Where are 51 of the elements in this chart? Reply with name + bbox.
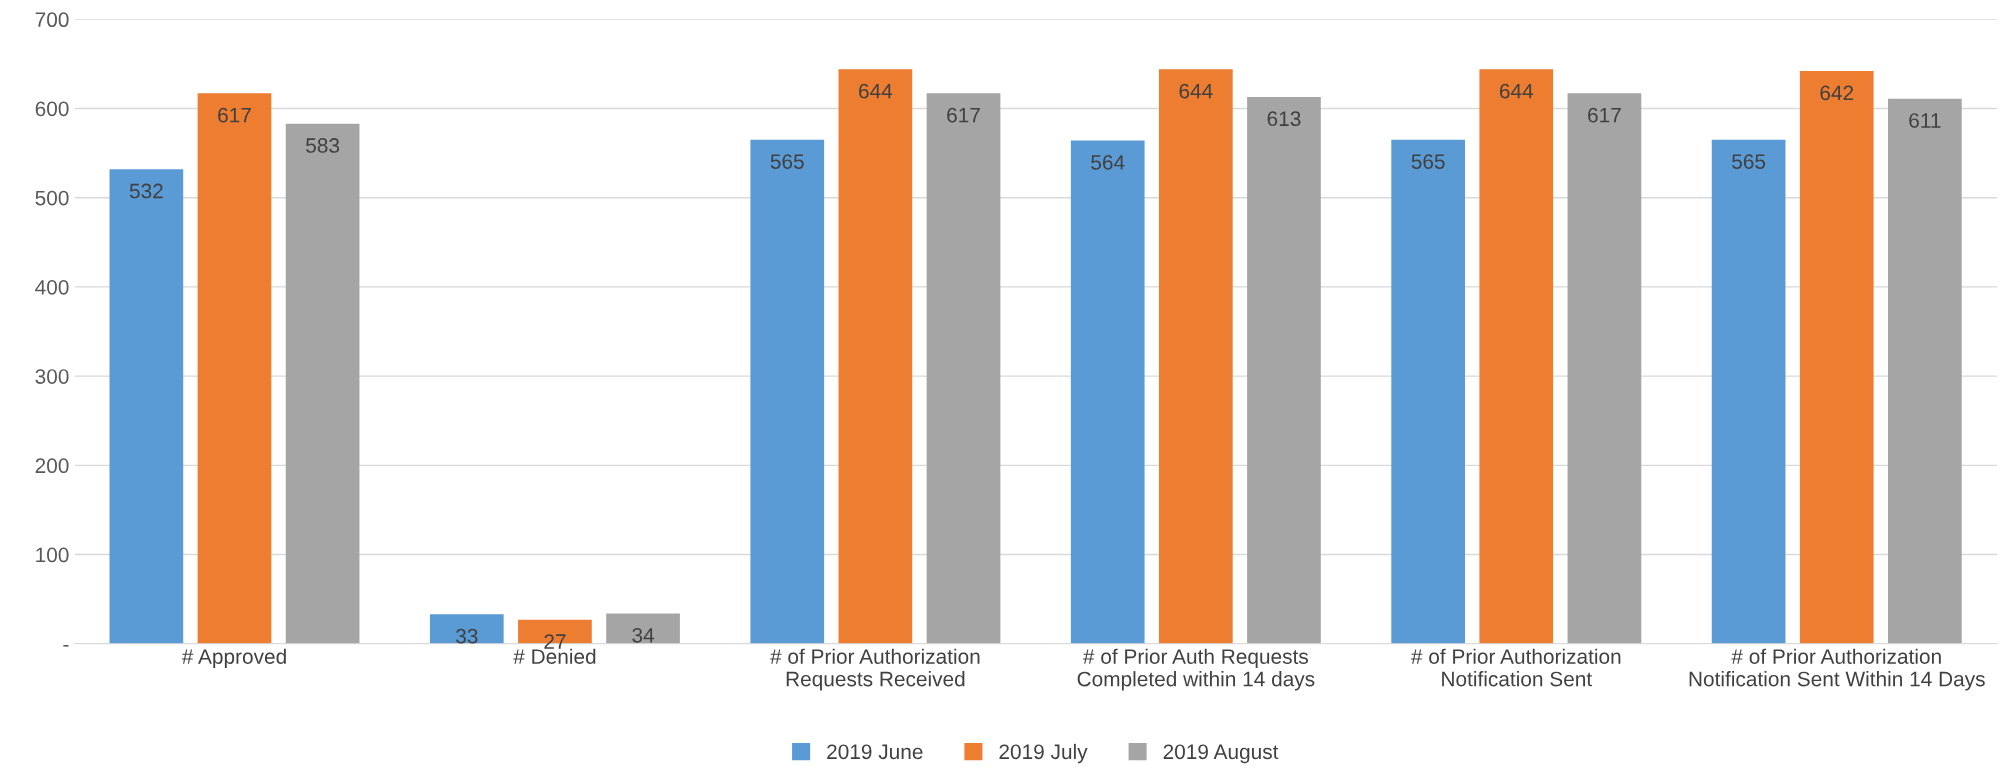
bar xyxy=(1567,93,1642,644)
bar xyxy=(838,69,913,644)
y-tick-label: 100 xyxy=(36,547,69,563)
y-tick-label: 500 xyxy=(35,190,69,206)
data-label: 34 xyxy=(632,627,655,643)
data-label: 617 xyxy=(218,107,251,123)
bar xyxy=(1158,69,1233,644)
bar xyxy=(1391,139,1466,644)
y-tick-label: 200 xyxy=(35,458,69,474)
bar xyxy=(1479,69,1554,644)
y-tick-label: 400 xyxy=(35,279,69,295)
bar xyxy=(285,123,360,644)
y-tick-label: 300 xyxy=(35,369,69,384)
bar xyxy=(926,93,1001,644)
x-tick-label: # Denied xyxy=(513,648,596,664)
data-label: 611 xyxy=(1909,113,1941,128)
data-label: 565 xyxy=(770,154,804,169)
y-tick-label: 600 xyxy=(35,101,69,117)
bar xyxy=(1888,98,1962,644)
data-label: 617 xyxy=(1588,107,1621,123)
bar xyxy=(1070,140,1145,644)
legend-label: 2019 August xyxy=(1163,744,1279,764)
data-label: 644 xyxy=(859,83,893,99)
data-label: 564 xyxy=(1091,155,1125,170)
data-label: 642 xyxy=(1820,85,1854,101)
x-tick-label: # of Prior Authorization Notification Sent xyxy=(1411,648,1621,687)
x-tick-label: # of Prior Auth Requests Completed within 14 days xyxy=(1077,648,1315,691)
legend-label: 2019 July xyxy=(999,743,1088,764)
data-label: 583 xyxy=(306,138,340,153)
data-label: 565 xyxy=(1411,154,1445,169)
bar xyxy=(109,169,184,644)
data-label: 644 xyxy=(1179,83,1213,99)
data-label: 532 xyxy=(129,183,163,199)
data-label: 613 xyxy=(1267,111,1301,127)
y-tick-label: 700 xyxy=(35,12,69,28)
data-label: 644 xyxy=(1499,83,1534,99)
bar xyxy=(750,139,825,644)
x-tick-label: # of Prior Authorization Requests Received xyxy=(770,648,980,691)
bar xyxy=(1711,139,1786,644)
data-label: 617 xyxy=(947,107,980,123)
bar xyxy=(1799,71,1874,644)
y-tick-label: - xyxy=(63,644,69,647)
x-tick-label: # of Prior Authorization Notification Sent Within 14 Days xyxy=(1689,648,1985,691)
data-label: 565 xyxy=(1732,154,1766,169)
bar xyxy=(1247,96,1321,644)
legend-label: 2019 June xyxy=(827,744,923,760)
bar xyxy=(606,613,680,644)
bar xyxy=(429,614,504,644)
x-tick-label: # Approved xyxy=(181,648,286,669)
data-label: 33 xyxy=(456,628,478,644)
bar xyxy=(197,93,272,644)
